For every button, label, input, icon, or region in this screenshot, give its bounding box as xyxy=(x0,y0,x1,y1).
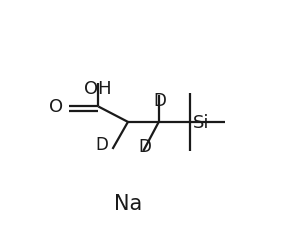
Text: D: D xyxy=(95,135,108,153)
Text: OH: OH xyxy=(84,80,112,98)
Text: D: D xyxy=(138,137,151,155)
Text: Si: Si xyxy=(193,114,209,131)
Text: D: D xyxy=(153,92,166,110)
Text: Na: Na xyxy=(114,193,142,213)
Text: O: O xyxy=(49,98,63,116)
